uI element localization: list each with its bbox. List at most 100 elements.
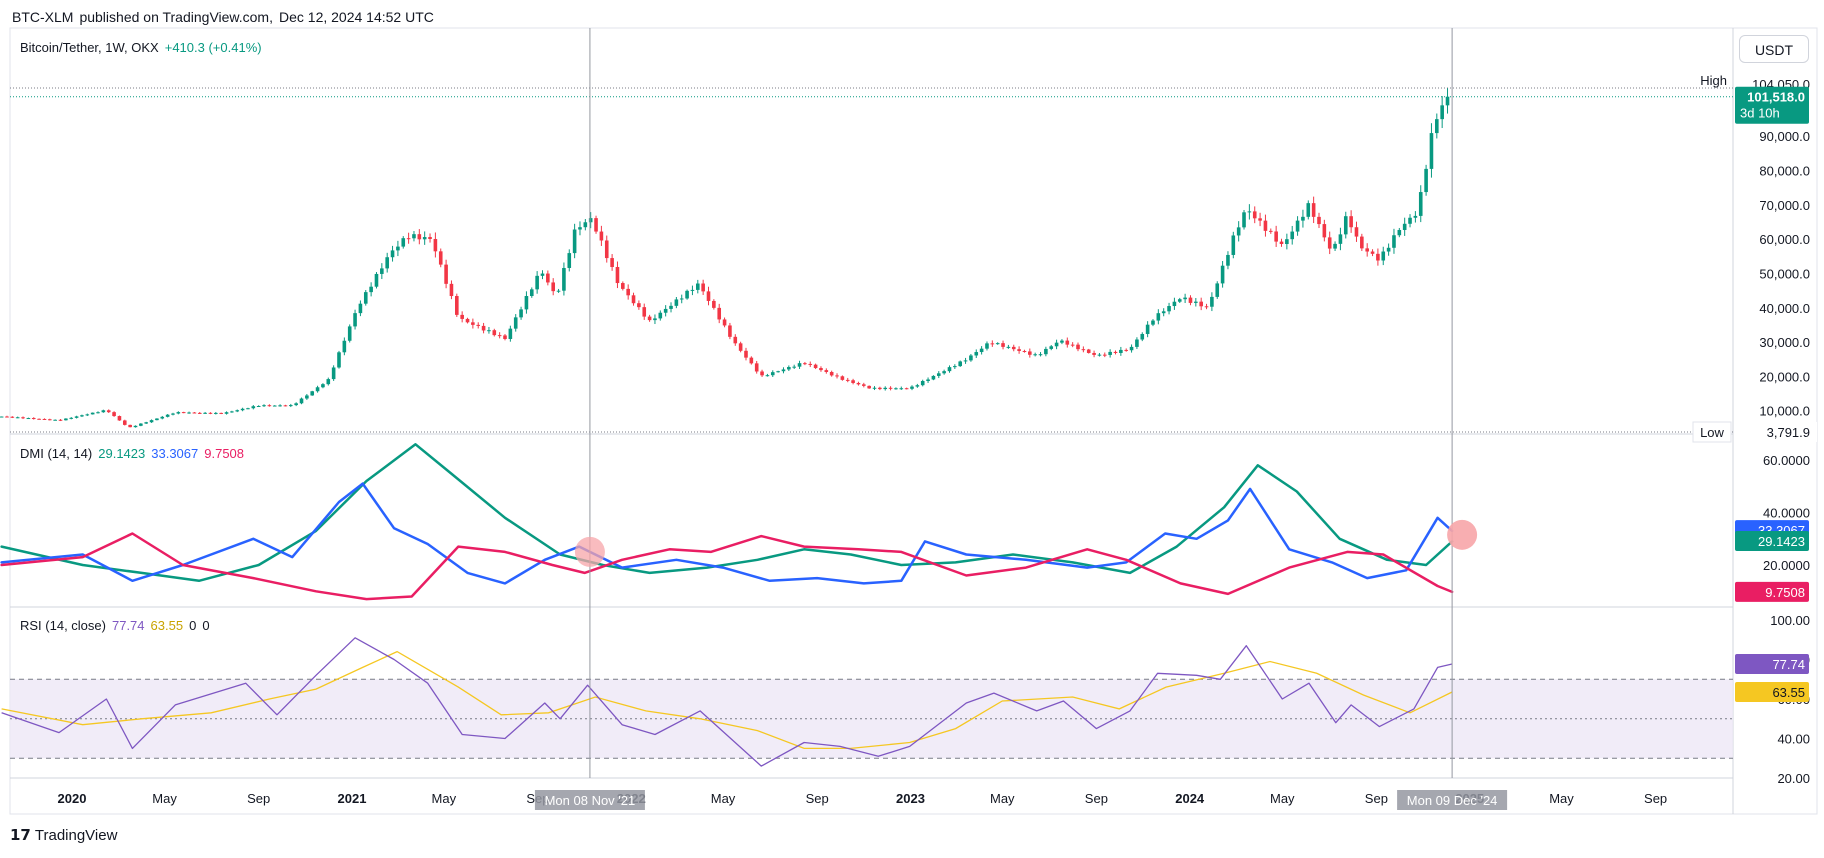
candle-body	[540, 273, 545, 276]
candle-body	[1418, 192, 1423, 216]
rsi-ma-tag-bg	[1735, 681, 1809, 702]
time-tick-label: 2023	[896, 791, 925, 806]
candle-body	[214, 412, 218, 414]
candle-body	[1338, 234, 1343, 244]
candle-body	[1188, 297, 1193, 303]
candle-body	[455, 296, 459, 315]
dmi-title[interactable]: DMI (14, 14)	[20, 446, 93, 461]
candle-body	[524, 296, 529, 310]
candle-body	[230, 411, 234, 413]
candle-body	[492, 330, 497, 336]
candle-body	[288, 405, 293, 407]
candle-body	[144, 422, 149, 424]
candle-body	[878, 387, 882, 390]
candle-body	[1424, 168, 1428, 193]
rsi-lines	[1, 637, 1453, 767]
low-text-label: Low	[1700, 425, 1724, 440]
time-tick-label: May	[432, 791, 457, 806]
candle-body	[358, 303, 363, 314]
candle-body	[1429, 133, 1434, 169]
candle-body	[497, 335, 502, 337]
price-change: +410.3 (+0.41%)	[164, 40, 262, 55]
candle-body	[936, 373, 941, 376]
rsi-legend: RSI (14, close) 77.74 63.55 0 0	[20, 618, 216, 633]
price-tick-label: 10,000.0	[1759, 404, 1810, 419]
candle-body	[551, 282, 556, 292]
candle-body	[1140, 333, 1145, 340]
candle-body	[556, 290, 561, 292]
candle-body	[1017, 349, 1021, 351]
candle-body	[80, 415, 84, 417]
currency-button[interactable]: USDT	[1739, 35, 1809, 63]
candle-body	[1006, 346, 1011, 348]
candle-body	[433, 238, 438, 252]
candle-body	[776, 371, 780, 373]
candle-body	[1129, 346, 1134, 351]
candle-body	[128, 424, 132, 428]
candle-body	[1397, 229, 1402, 236]
candle-body	[803, 363, 807, 365]
candle-body	[1167, 306, 1171, 312]
last-price-label: 101,518.0	[1747, 90, 1805, 105]
candle-body	[513, 317, 518, 329]
candle-body	[985, 343, 989, 349]
candle-body	[256, 406, 261, 408]
rsi-title[interactable]: RSI (14, close)	[20, 618, 106, 633]
candle-body	[187, 412, 191, 414]
candle-body	[1311, 203, 1316, 217]
time-tick-label: May	[990, 791, 1015, 806]
candle-body	[1177, 299, 1182, 302]
candle-body	[476, 324, 481, 326]
rsi-extra-1: 0	[189, 618, 197, 633]
candle-body	[931, 375, 936, 380]
candle-body	[503, 335, 507, 339]
low-value-label: 3,791.9	[1767, 425, 1810, 440]
candle-body	[1119, 349, 1123, 353]
candle-body	[1242, 212, 1246, 228]
dmi-hidden-tick: 40.0000	[1763, 506, 1810, 521]
candle-body	[224, 412, 229, 414]
candle-body	[1279, 241, 1284, 245]
candle-body	[1086, 349, 1091, 353]
candle-body	[567, 253, 572, 268]
candle-body	[1263, 220, 1268, 231]
footer-brand[interactable]: 𝟭𝟳 TradingView	[10, 826, 117, 844]
candle-body	[583, 222, 588, 228]
candle-body	[422, 237, 427, 240]
candle-body	[176, 412, 181, 414]
candle-body	[899, 388, 904, 390]
rsi-tag-label: 77.74	[1772, 657, 1805, 672]
candle-body	[1081, 349, 1086, 351]
candle-body	[942, 371, 946, 374]
candle-body	[5, 416, 9, 418]
price-tick-label: 50,000.0	[1759, 266, 1810, 281]
candle-body	[1322, 224, 1327, 238]
candle-body	[1151, 320, 1155, 325]
candle-body	[1038, 354, 1043, 356]
price-title[interactable]: Bitcoin/Tether, 1W, OKX	[20, 40, 159, 55]
candle-body	[808, 363, 813, 365]
candle-body	[122, 420, 127, 425]
candle-body	[572, 229, 577, 254]
candle-body	[674, 299, 679, 306]
candle-body	[535, 275, 539, 290]
candle-body	[738, 343, 743, 351]
candle-body	[974, 352, 979, 356]
candle-body	[412, 234, 416, 239]
candle-body	[1183, 297, 1187, 300]
candle-body	[862, 384, 866, 386]
candle-body	[310, 391, 315, 396]
rsi-extra-2: 0	[202, 618, 210, 633]
dmi-minus-tag-label: 9.7508	[1765, 585, 1805, 600]
candle-body	[1161, 311, 1166, 314]
candle-body	[69, 417, 74, 419]
candle-body	[658, 312, 663, 319]
candle-body	[149, 420, 154, 423]
candle-body	[267, 405, 272, 407]
candle-body	[926, 379, 930, 381]
candle-body	[112, 412, 116, 417]
candle-body	[1156, 313, 1161, 321]
candle-body	[663, 308, 668, 313]
candle-body	[283, 405, 288, 407]
